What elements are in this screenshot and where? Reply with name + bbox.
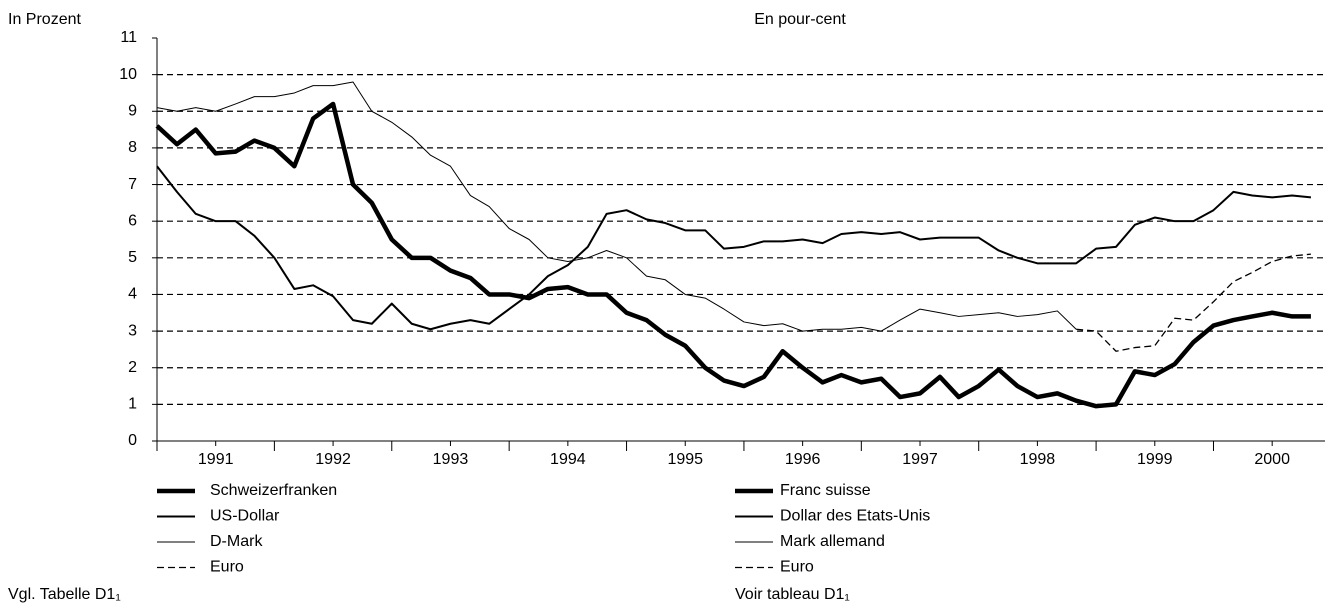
legend-label: Schweizerfranken <box>210 482 337 499</box>
legend-label: Euro <box>210 559 244 576</box>
y-tick-label: 8 <box>128 139 137 156</box>
series-line <box>155 101 1311 409</box>
note: Vgl. Tabelle D1₁ <box>8 586 121 603</box>
y-tick-label: 7 <box>128 176 137 193</box>
x-tick-label: 1998 <box>1020 451 1056 468</box>
note: Voir tableau D1₁ <box>735 586 850 603</box>
y-tick-label: 11 <box>120 29 137 46</box>
y-tick-label: 6 <box>128 212 137 229</box>
series-line <box>1076 253 1311 352</box>
y-tick-label: 4 <box>128 286 137 303</box>
legend-label: Euro <box>780 559 814 576</box>
x-tick-label: 1997 <box>902 451 938 468</box>
y-tick-label: 9 <box>128 102 137 119</box>
y-tick-label: 2 <box>128 359 137 376</box>
y-tick-label: 10 <box>119 66 137 83</box>
series-line <box>156 81 1077 332</box>
y-axis-label: In Prozent <box>8 11 81 28</box>
x-tick-label: 2000 <box>1254 451 1290 468</box>
y-tick-label: 3 <box>128 322 137 339</box>
x-tick-label: 1993 <box>433 451 469 468</box>
x-tick-label: 1991 <box>198 451 234 468</box>
y-tick-label: 1 <box>128 396 137 413</box>
chart-title: En pour-cent <box>754 11 846 28</box>
legend-label: Dollar des Etats-Unis <box>780 508 930 525</box>
legend-label: Franc suisse <box>780 482 871 499</box>
legend-label: D-Mark <box>210 533 263 550</box>
y-tick-label: 0 <box>128 432 137 449</box>
x-tick-label: 1996 <box>785 451 821 468</box>
x-tick-label: 1992 <box>315 451 351 468</box>
y-tick-label: 5 <box>128 249 137 266</box>
legend-label: Mark allemand <box>780 533 885 550</box>
series-line <box>156 165 1312 331</box>
x-tick-label: 1994 <box>550 451 586 468</box>
x-tick-label: 1995 <box>667 451 703 468</box>
legend-label: US-Dollar <box>210 508 280 525</box>
x-tick-label: 1999 <box>1137 451 1173 468</box>
